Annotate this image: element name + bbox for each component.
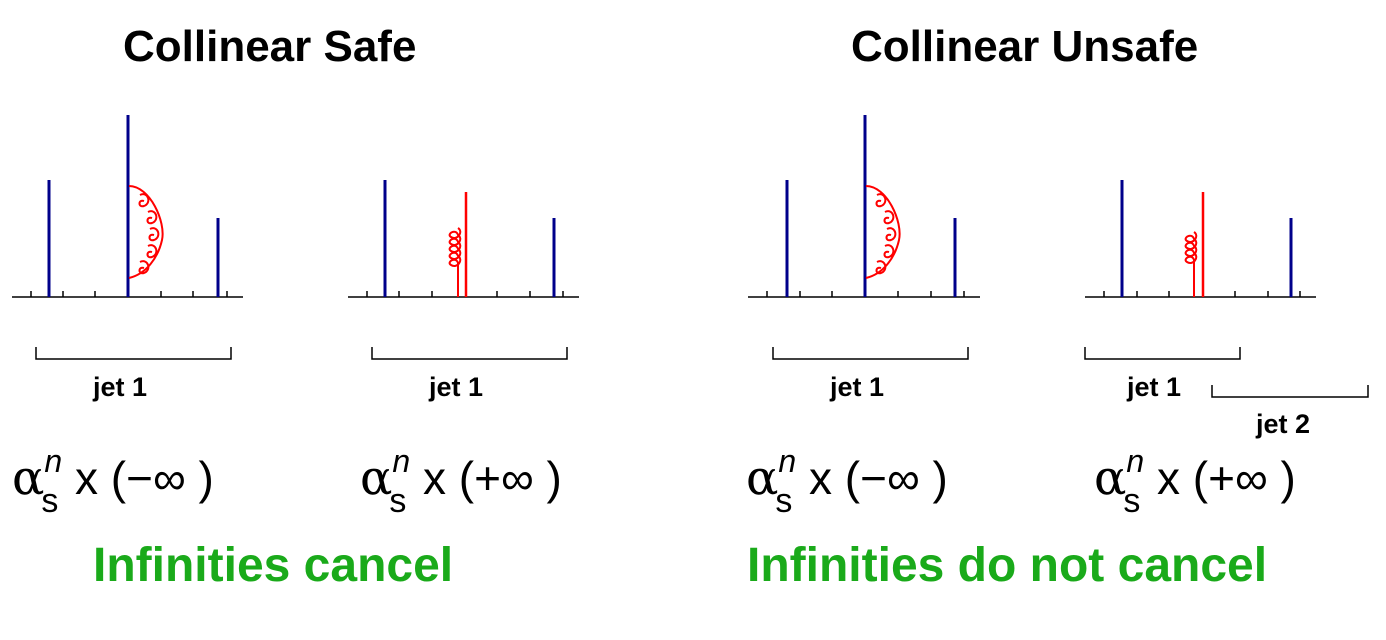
jet-label-panel-4-jet2: jet 2 <box>1256 409 1311 439</box>
ticks-panel-4 <box>1103 291 1301 297</box>
ticks-panel-3 <box>766 291 965 297</box>
alpha-subscript: s <box>41 482 59 520</box>
alpha-symbol: α <box>360 450 393 506</box>
gluon-loop-panel-1 <box>128 185 164 279</box>
alpha-superscript: n <box>778 443 797 479</box>
jet-bracket-panel-2 <box>371 347 568 360</box>
formula-panel-1: αsn x (−∞ ) <box>12 443 214 520</box>
formula-rest: x (−∞ ) <box>796 452 948 504</box>
alpha-superscript: n <box>1126 443 1145 479</box>
formula-panel-2: αsn x (+∞ ) <box>360 443 562 520</box>
gluon-emitted-panel-4 <box>1184 231 1198 297</box>
alpha-symbol: α <box>12 450 45 506</box>
jet-label-panel-3: jet 1 <box>830 372 885 402</box>
formula-rest: x (+∞ ) <box>410 452 562 504</box>
result-infinities-cancel: Infinities cancel <box>93 539 454 592</box>
jet-bracket-panel-4-jet2 <box>1211 385 1369 398</box>
jet-bracket-panel-3 <box>772 347 969 360</box>
jet-bracket-panel-4-jet1 <box>1084 347 1241 360</box>
ticks-panel-1 <box>30 291 228 297</box>
ticks-panel-2 <box>366 291 564 297</box>
title-collinear-safe: Collinear Safe <box>123 22 417 71</box>
result-infinities-do-not-cancel: Infinities do not cancel <box>747 539 1268 592</box>
gluon-loop-panel-3 <box>865 185 901 279</box>
formula-panel-3: αsn x (−∞ ) <box>746 443 948 520</box>
alpha-subscript: s <box>775 482 793 520</box>
jet-bracket-panel-1 <box>35 347 232 360</box>
jet-label-panel-4-jet1: jet 1 <box>1127 372 1182 402</box>
alpha-subscript: s <box>389 482 407 520</box>
alpha-symbol: α <box>1094 450 1127 506</box>
alpha-subscript: s <box>1123 482 1141 520</box>
gluon-emitted-panel-2 <box>448 227 462 297</box>
formula-panel-4: αsn x (+∞ ) <box>1094 443 1296 520</box>
jet-label-panel-1: jet 1 <box>93 372 148 402</box>
title-collinear-unsafe: Collinear Unsafe <box>851 22 1199 71</box>
alpha-superscript: n <box>44 443 63 479</box>
alpha-superscript: n <box>392 443 411 479</box>
jet-label-panel-2: jet 1 <box>429 372 484 402</box>
formula-rest: x (−∞ ) <box>62 452 214 504</box>
alpha-symbol: α <box>746 450 779 506</box>
formula-rest: x (+∞ ) <box>1144 452 1296 504</box>
